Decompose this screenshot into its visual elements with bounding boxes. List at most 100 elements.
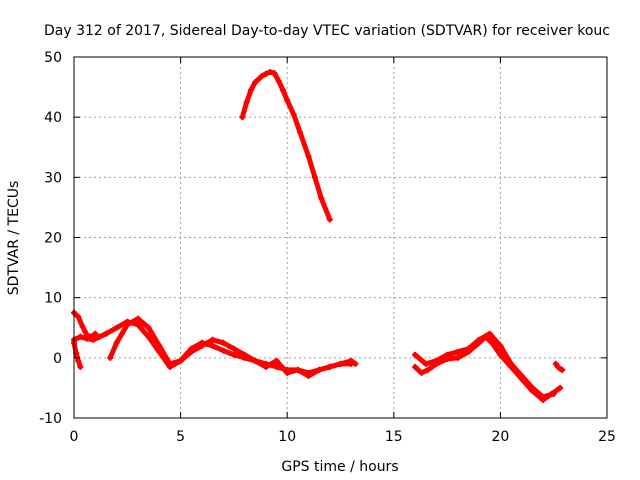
series-line bbox=[71, 340, 83, 370]
data-point bbox=[96, 333, 103, 340]
data-point bbox=[540, 393, 547, 400]
data-point bbox=[508, 360, 515, 367]
data-point bbox=[497, 342, 504, 349]
data-point bbox=[239, 114, 246, 121]
data-point bbox=[220, 347, 227, 354]
data-point bbox=[267, 69, 274, 76]
data-point bbox=[209, 342, 216, 349]
data-point bbox=[497, 351, 504, 358]
data-point bbox=[412, 363, 419, 370]
data-point bbox=[271, 70, 278, 77]
data-point bbox=[284, 369, 291, 376]
series-line bbox=[412, 331, 557, 400]
data-point bbox=[83, 335, 90, 342]
data-point bbox=[145, 324, 152, 331]
data-point bbox=[279, 87, 286, 94]
data-point bbox=[518, 372, 525, 379]
data-point bbox=[294, 366, 301, 373]
y-tick-label: 0 bbox=[53, 351, 62, 367]
data-point bbox=[230, 345, 237, 352]
data-point bbox=[113, 324, 120, 331]
data-point bbox=[166, 360, 173, 367]
data-point bbox=[290, 111, 297, 118]
data-point bbox=[550, 390, 557, 397]
series-track-d bbox=[107, 315, 359, 379]
data-point bbox=[113, 339, 120, 346]
data-point bbox=[177, 357, 184, 364]
data-point bbox=[316, 366, 323, 373]
data-point bbox=[284, 97, 291, 104]
data-point bbox=[444, 351, 451, 358]
series-track-e bbox=[239, 69, 333, 223]
grid-layer bbox=[74, 57, 607, 418]
data-point bbox=[454, 348, 461, 355]
x-tick-label: 15 bbox=[385, 429, 403, 445]
data-point bbox=[465, 345, 472, 352]
data-point bbox=[124, 321, 131, 328]
data-point bbox=[488, 339, 495, 346]
x-tick-label: 20 bbox=[491, 429, 509, 445]
data-point bbox=[107, 354, 114, 361]
data-point bbox=[243, 99, 250, 106]
series-track-a bbox=[71, 309, 99, 340]
data-point bbox=[326, 363, 333, 370]
data-point bbox=[418, 369, 425, 376]
y-tick-label: 20 bbox=[44, 231, 62, 247]
data-point bbox=[230, 351, 237, 358]
data-point bbox=[557, 384, 564, 391]
y-tick-label: -10 bbox=[39, 411, 62, 427]
data-point bbox=[318, 195, 325, 202]
y-tick-label: 50 bbox=[44, 50, 62, 66]
series-track-h bbox=[552, 360, 566, 373]
data-point bbox=[424, 366, 431, 373]
data-point bbox=[559, 366, 566, 373]
data-point bbox=[198, 342, 205, 349]
data-point bbox=[337, 360, 344, 367]
data-point bbox=[412, 351, 419, 358]
x-tick-label: 0 bbox=[70, 429, 79, 445]
data-point bbox=[75, 313, 82, 320]
data-point bbox=[296, 129, 303, 136]
y-tick-label: 30 bbox=[44, 170, 62, 186]
x-tick-label: 5 bbox=[176, 429, 185, 445]
data-point bbox=[145, 333, 152, 340]
y-axis-label: SDTVAR / TECUs bbox=[6, 181, 22, 296]
data-point bbox=[454, 354, 461, 361]
data-point bbox=[156, 342, 163, 349]
data-point bbox=[75, 357, 82, 364]
data-point bbox=[486, 330, 493, 337]
data-point bbox=[262, 70, 269, 77]
data-point bbox=[134, 315, 141, 322]
data-point bbox=[275, 78, 282, 85]
data-point bbox=[102, 330, 109, 337]
data-point bbox=[209, 336, 216, 343]
data-point bbox=[273, 357, 280, 364]
data-point bbox=[188, 348, 195, 355]
data-point bbox=[79, 323, 86, 330]
data-point bbox=[305, 153, 312, 160]
series-layer bbox=[71, 69, 566, 403]
data-point bbox=[90, 336, 97, 343]
x-axis-label: GPS time / hours bbox=[281, 459, 398, 475]
data-point bbox=[92, 330, 99, 337]
data-point bbox=[134, 321, 141, 328]
data-point bbox=[433, 357, 440, 364]
y-tick-label: 10 bbox=[44, 291, 62, 307]
y-tick-label: 40 bbox=[44, 110, 62, 126]
x-tick-label: 25 bbox=[598, 429, 616, 445]
data-point bbox=[258, 73, 265, 80]
data-point bbox=[326, 216, 333, 223]
data-point bbox=[77, 363, 84, 370]
data-point bbox=[252, 357, 259, 364]
data-point bbox=[348, 357, 355, 364]
tick-layer: 0 5 10 15 20 25 -10 0 10 20 30 40 50 bbox=[39, 50, 616, 445]
x-tick-label: 10 bbox=[278, 429, 296, 445]
series-track-g bbox=[412, 330, 557, 400]
data-point bbox=[529, 384, 536, 391]
data-point bbox=[422, 360, 429, 367]
data-point bbox=[220, 339, 227, 346]
chart-title: Day 312 of 2017, Sidereal Day-to-day VTE… bbox=[44, 23, 610, 39]
